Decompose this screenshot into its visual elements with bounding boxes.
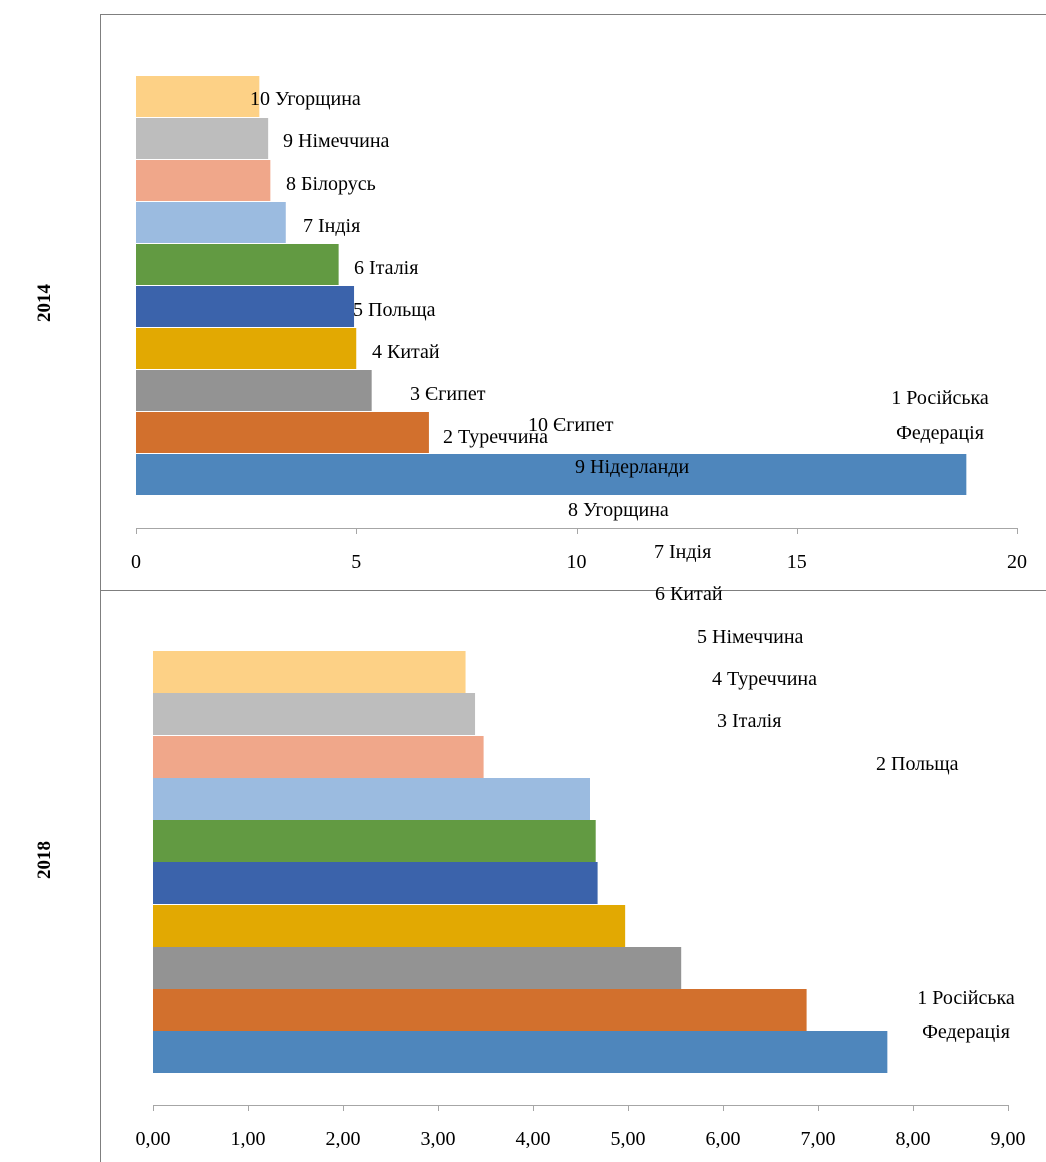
bar-2014-3 bbox=[136, 370, 372, 411]
bar-label-2018-5: 5 Німеччина bbox=[697, 626, 804, 648]
x-tick-label-2018-4: 4,00 bbox=[516, 1128, 551, 1150]
bar-2014-9 bbox=[136, 118, 269, 159]
bar-label-2018-2: 2 Польща bbox=[876, 753, 959, 775]
bar-label-2014-9: 9 Німеччина bbox=[283, 130, 390, 152]
bar-2018-9 bbox=[153, 693, 476, 735]
bar-label-2014-7: 7 Індія bbox=[303, 215, 360, 237]
x-tick-label-2014-3: 15 bbox=[787, 551, 807, 573]
bar-2018-5 bbox=[153, 862, 598, 904]
bar-2014-4 bbox=[136, 328, 357, 369]
bar-label-2014-6: 6 Італія bbox=[354, 257, 418, 279]
panel-year-label-2014: 2014 bbox=[34, 284, 55, 323]
bar-label-2018-9: 9 Нідерланди bbox=[575, 456, 690, 478]
bar-2014-2 bbox=[136, 412, 429, 453]
bar-2014-7 bbox=[136, 202, 286, 243]
x-tick-label-2018-8: 8,00 bbox=[896, 1128, 931, 1150]
bar-2018-1 bbox=[153, 1031, 888, 1073]
x-tick-label-2014-1: 5 bbox=[351, 551, 361, 573]
x-tick-label-2014-0: 0 bbox=[131, 551, 141, 573]
bar-label-2014-10: 10 Угорщина bbox=[250, 88, 361, 110]
bar-2018-4 bbox=[153, 905, 626, 947]
bar-label-2014-5: 5 Польща bbox=[353, 299, 436, 321]
x-tick-label-2018-9: 9,00 bbox=[991, 1128, 1026, 1150]
x-tick-label-2014-2: 10 bbox=[567, 551, 587, 573]
bar-2014-1 bbox=[136, 454, 967, 495]
bar-label-2014-3: 3 Єгипет bbox=[410, 383, 486, 405]
bar-2014-8 bbox=[136, 160, 271, 201]
bar-label-2014-4: 4 Китай bbox=[372, 341, 440, 363]
bar-label-2018-4: 4 Туреччина bbox=[712, 668, 817, 690]
bar-label-2014-2: 2 Туреччина bbox=[443, 426, 548, 448]
bar-2018-6 bbox=[153, 820, 596, 862]
bar-label-2018-6: 6 Китай bbox=[655, 583, 723, 605]
bar-2014-6 bbox=[136, 244, 339, 285]
bar-label-2018-3: 3 Італія bbox=[717, 710, 781, 732]
bar-2018-3 bbox=[153, 947, 682, 989]
x-tick-label-2018-6: 6,00 bbox=[706, 1128, 741, 1150]
panel-year-label-2018: 2018 bbox=[34, 841, 55, 879]
bar-label-2014-1: 1 Російська Федерація bbox=[891, 387, 989, 444]
bar-2018-8 bbox=[153, 736, 484, 778]
x-tick-label-2018-2: 2,00 bbox=[326, 1128, 361, 1150]
bar-label-2018-10: 10 Єгипет bbox=[528, 414, 614, 436]
x-tick-label-2018-7: 7,00 bbox=[801, 1128, 836, 1150]
bar-label-2018-7: 7 Індія bbox=[654, 541, 711, 563]
chart-panel-2018: 1 Російська Федерація 2 Польща 3 Італія 4 Ту… bbox=[34, 414, 1026, 1150]
x-tick-label-2018-0: 0,00 bbox=[136, 1128, 171, 1150]
bar-2014-10 bbox=[136, 76, 260, 117]
x-tick-label-2018-3: 3,00 bbox=[421, 1128, 456, 1150]
bar-label-2018-8: 8 Угорщина bbox=[568, 499, 669, 521]
bar-label-2014-8: 8 Білорусь bbox=[286, 173, 376, 195]
x-tick-label-2014-4: 20 bbox=[1007, 551, 1027, 573]
bar-label-2018-1: 1 Російська Федерація bbox=[917, 987, 1015, 1043]
bar-2018-10 bbox=[153, 651, 466, 693]
bar-2018-7 bbox=[153, 778, 590, 820]
chart-panel-2014: 1 Російська Федерація 2 Туреччина 3 Єгипет 4… bbox=[34, 76, 1027, 573]
bar-2014-5 bbox=[136, 286, 355, 327]
x-tick-label-2018-5: 5,00 bbox=[611, 1128, 646, 1150]
bar-2018-2 bbox=[153, 989, 807, 1031]
x-tick-label-2018-1: 1,00 bbox=[231, 1128, 266, 1150]
